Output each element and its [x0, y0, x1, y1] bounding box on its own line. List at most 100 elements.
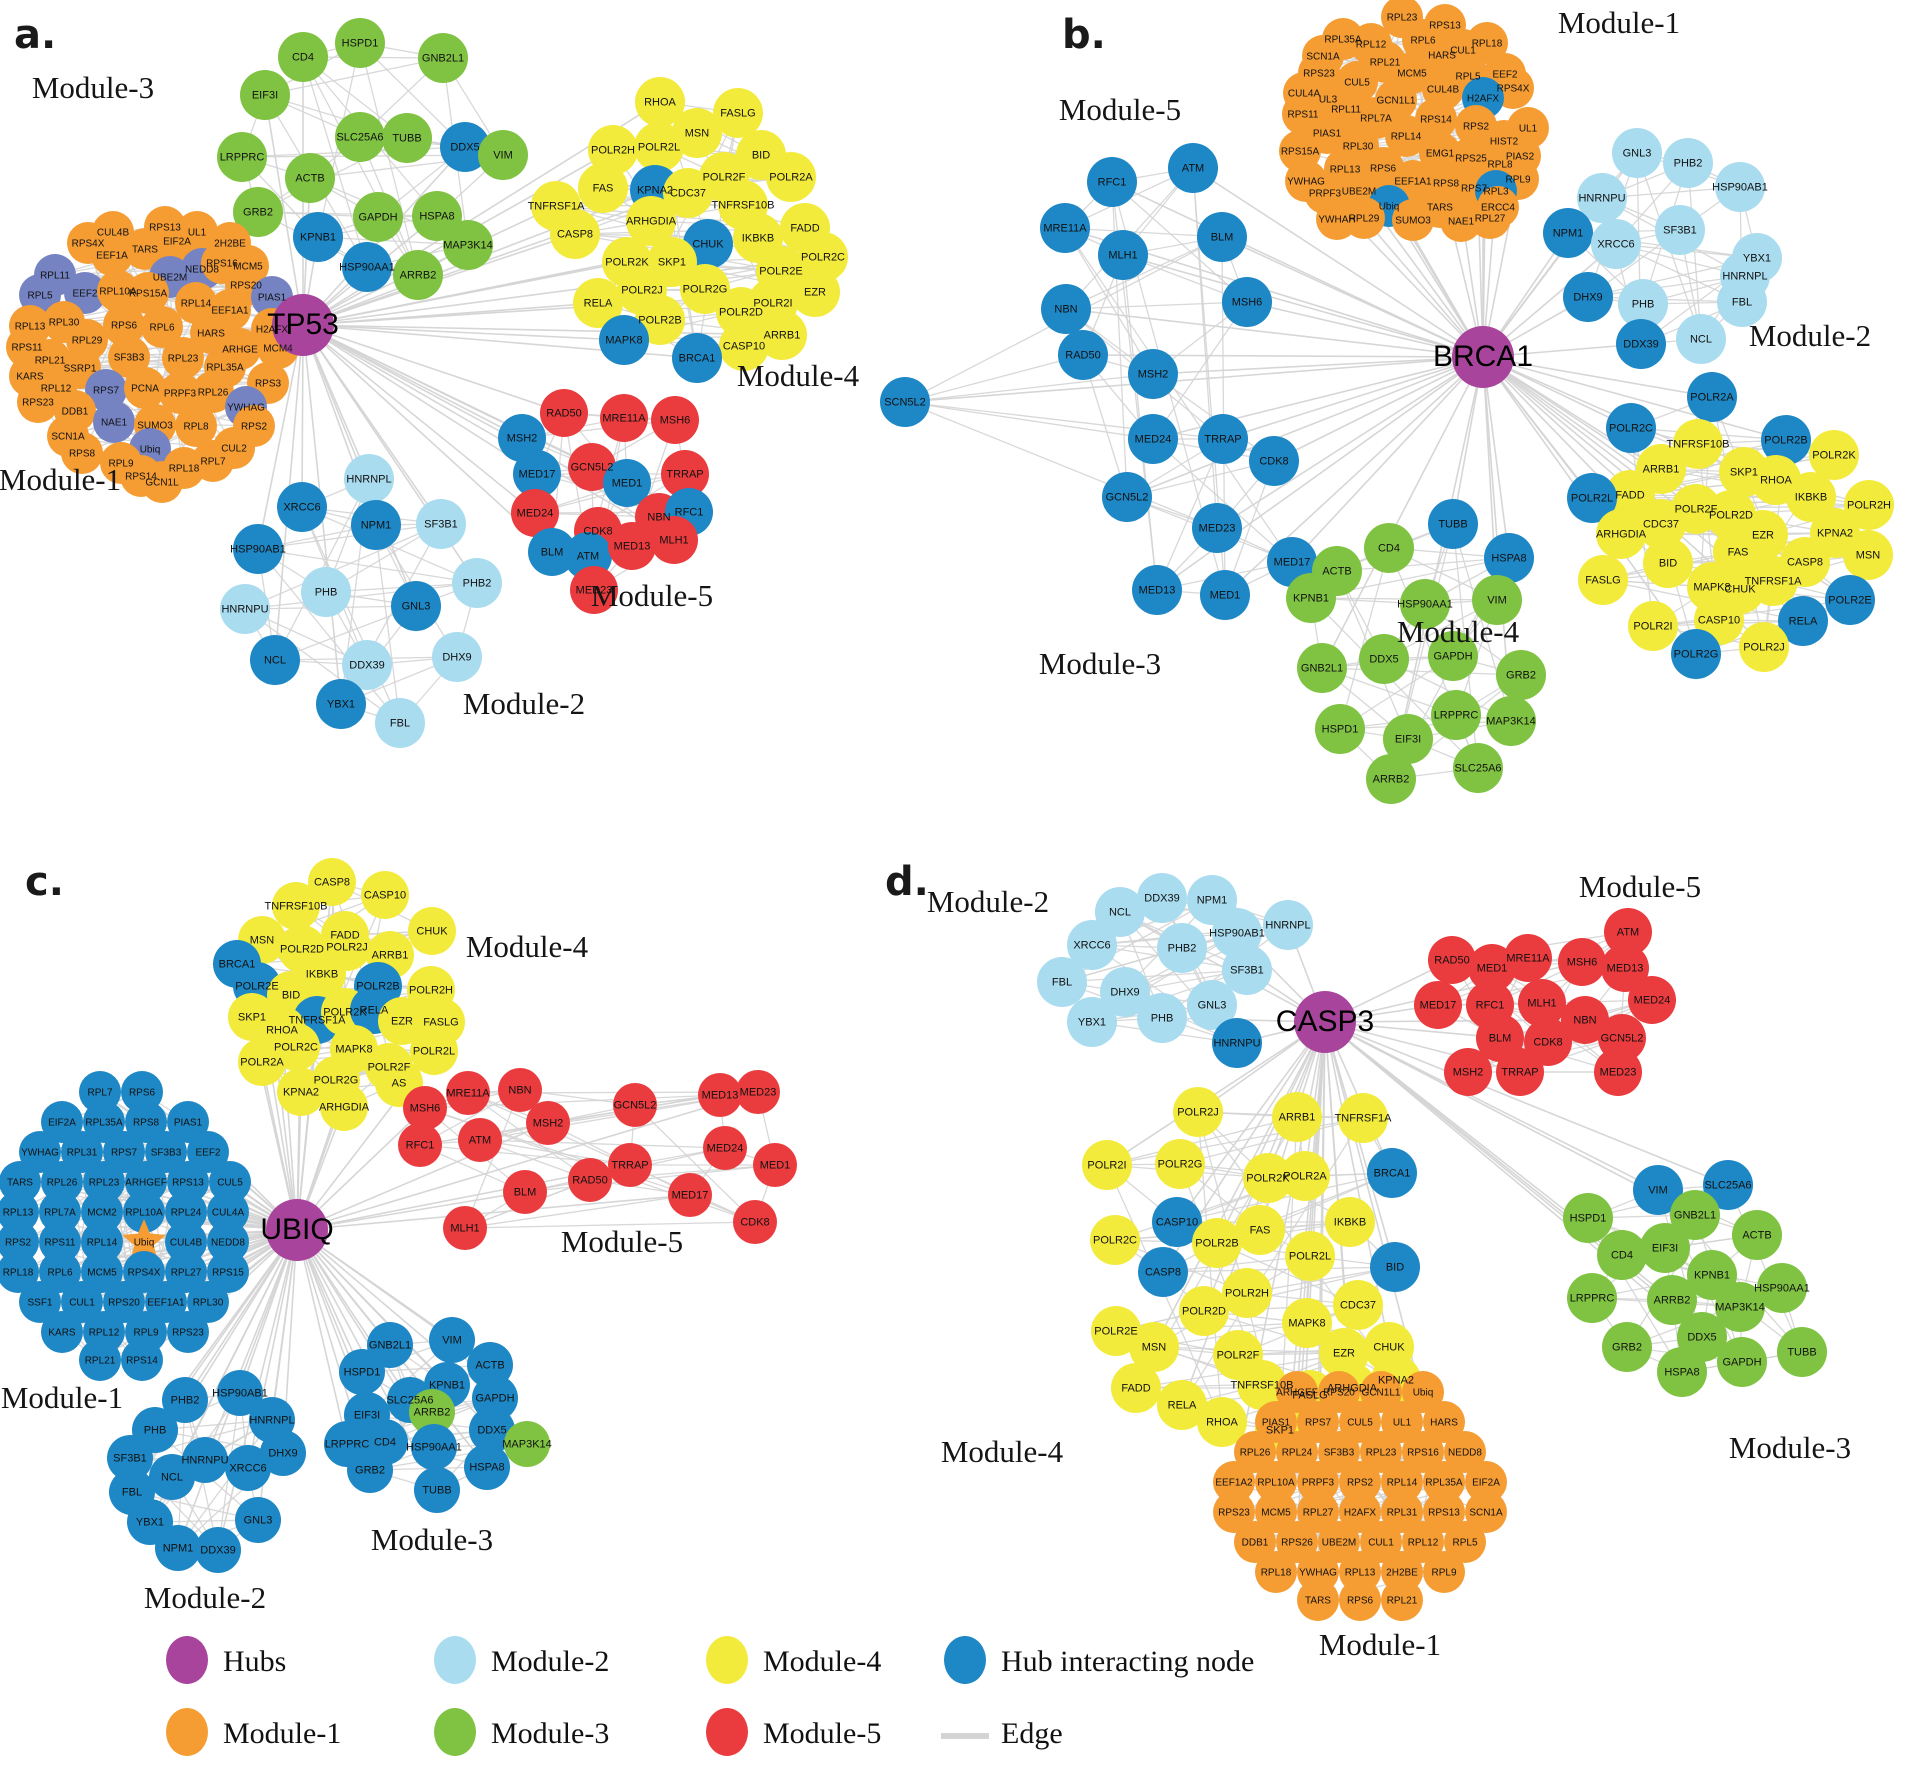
node-TUBB[interactable]	[382, 113, 432, 163]
node-RPL24[interactable]	[1276, 1431, 1318, 1473]
node-CASP10[interactable]	[719, 321, 769, 371]
node-RPS6[interactable]	[1339, 1579, 1381, 1621]
node-VIM[interactable]	[1633, 1165, 1683, 1215]
node-POLR2E[interactable]	[1091, 1306, 1141, 1356]
node-ARRB2[interactable]	[1647, 1275, 1697, 1325]
node-DDB1[interactable]	[1234, 1521, 1276, 1563]
node-EZR[interactable]	[790, 267, 840, 317]
node-MSH6[interactable]	[403, 1086, 447, 1130]
node-FASLG[interactable]	[713, 88, 763, 138]
node-EIF3I[interactable]	[1640, 1223, 1690, 1273]
node-POLR2K[interactable]	[1243, 1153, 1293, 1203]
node-POLR2K[interactable]	[1809, 430, 1859, 480]
node-HSPD1[interactable]	[335, 18, 385, 68]
node-RPL10A[interactable]	[97, 270, 139, 312]
node-ARRB1[interactable]	[757, 310, 807, 360]
node-MCM5[interactable]	[1255, 1491, 1297, 1533]
node-EEF1A2[interactable]	[1213, 1461, 1255, 1503]
node-TNFRSF1A[interactable]	[1338, 1093, 1388, 1143]
node-H2AFX[interactable]	[1339, 1491, 1381, 1533]
node-ARRB2[interactable]	[393, 250, 443, 300]
node-RPS8[interactable]	[61, 432, 103, 474]
node-GRB2[interactable]	[1496, 650, 1546, 700]
node-GRB2[interactable]	[347, 1447, 393, 1493]
node-POLR2H[interactable]	[588, 125, 638, 175]
node-MRE11A[interactable]	[1504, 934, 1552, 982]
node-RPL27[interactable]	[1297, 1491, 1339, 1533]
node-HSPA8[interactable]	[464, 1444, 510, 1490]
node-DHX9[interactable]	[1563, 272, 1613, 322]
node-EEF1A1[interactable]	[145, 1281, 187, 1323]
node-RPS13[interactable]	[1423, 1491, 1465, 1533]
node-GAPDH[interactable]	[353, 192, 403, 242]
node-GNB2L1[interactable]	[418, 33, 468, 83]
node-MAP3K14[interactable]	[1486, 696, 1536, 746]
node-CASP8[interactable]	[1138, 1247, 1188, 1297]
node-MED23[interactable]	[736, 1070, 780, 1114]
node-PHB2[interactable]	[1157, 923, 1207, 973]
node-LRPPRC[interactable]	[217, 132, 267, 182]
node-ARHGEF[interactable]	[125, 1161, 167, 1203]
node-SCN5L2[interactable]	[880, 377, 930, 427]
node-RPL35A[interactable]	[83, 1101, 125, 1143]
node-NBN[interactable]	[1041, 284, 1091, 334]
node-MAPK8[interactable]	[1282, 1298, 1332, 1348]
node-DHX9[interactable]	[432, 632, 482, 682]
node-RPS23[interactable]	[167, 1311, 209, 1353]
node-MSN[interactable]	[1843, 530, 1893, 580]
node-PRPF3[interactable]	[1297, 1461, 1339, 1503]
node-POLR2G[interactable]	[1671, 629, 1721, 679]
node-RPS26[interactable]	[1276, 1521, 1318, 1563]
node-MLH1[interactable]	[650, 516, 698, 564]
node-RPL26[interactable]	[1234, 1431, 1276, 1473]
node-MLH1[interactable]	[1098, 230, 1148, 280]
node-IKBKB[interactable]	[1325, 1197, 1375, 1247]
node-GCN1L1[interactable]	[1360, 1371, 1402, 1413]
node-RPS6[interactable]	[103, 304, 145, 346]
node-SF3B1[interactable]	[1655, 205, 1705, 255]
node-MRE11A[interactable]	[446, 1071, 490, 1115]
node-HSP90AB1[interactable]	[1715, 162, 1765, 212]
node-MSH6[interactable]	[1222, 277, 1272, 327]
hub-UBIQ[interactable]	[266, 1199, 328, 1261]
node-PHB[interactable]	[1618, 279, 1668, 329]
node-RPL23[interactable]	[1360, 1431, 1402, 1473]
node-RPL21[interactable]	[1381, 1579, 1423, 1621]
node-MAP3K14[interactable]	[443, 220, 493, 270]
node-RELA[interactable]	[1778, 596, 1828, 646]
node-RPS7[interactable]	[85, 369, 127, 411]
node-MSH2[interactable]	[1444, 1048, 1492, 1096]
node-ARRB2[interactable]	[1366, 754, 1416, 804]
node-RAD50[interactable]	[540, 389, 588, 437]
node-RPL26[interactable]	[41, 1161, 83, 1203]
node-FAS[interactable]	[1713, 527, 1763, 577]
node-HSP90AB1[interactable]	[217, 1370, 263, 1416]
node-EZR[interactable]	[378, 997, 426, 1045]
node-RHOA[interactable]	[635, 77, 685, 127]
node-RPS15A[interactable]	[127, 272, 169, 314]
node-VIM[interactable]	[478, 130, 528, 180]
node-CUL1[interactable]	[1360, 1521, 1402, 1563]
node-ATM[interactable]	[1604, 908, 1652, 956]
node-XRCC6[interactable]	[277, 482, 327, 532]
node-TRRAP[interactable]	[608, 1143, 652, 1187]
node-VIM[interactable]	[429, 1317, 475, 1363]
node-PHB2[interactable]	[162, 1377, 208, 1423]
node-RPL14[interactable]	[81, 1221, 123, 1263]
node-VIM[interactable]	[1472, 575, 1522, 625]
node-RPL24[interactable]	[165, 1191, 207, 1233]
node-RPL18[interactable]	[0, 1251, 39, 1293]
node-NPM1[interactable]	[351, 500, 401, 550]
node-SLC25A6[interactable]	[1453, 743, 1503, 793]
node-RPL27[interactable]	[1469, 197, 1511, 239]
node-GRB2[interactable]	[233, 187, 283, 237]
node-MED24[interactable]	[703, 1126, 747, 1170]
node-SCN1A[interactable]	[1465, 1491, 1507, 1533]
node-HNRNPU[interactable]	[220, 584, 270, 634]
node-RPL9[interactable]	[1423, 1551, 1465, 1593]
node-BLM[interactable]	[1197, 212, 1247, 262]
node-BLM[interactable]	[503, 1170, 547, 1214]
node-CD4[interactable]	[1364, 523, 1414, 573]
node-BRCA1[interactable]	[672, 333, 722, 383]
node-PHB[interactable]	[1137, 993, 1187, 1043]
